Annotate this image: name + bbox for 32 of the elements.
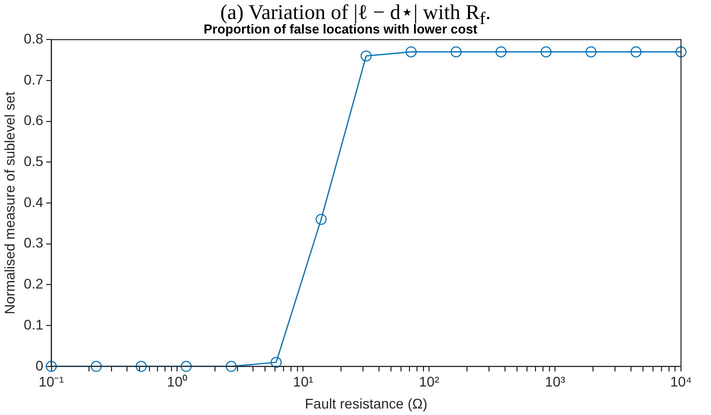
point bbox=[316, 214, 327, 225]
point bbox=[360, 50, 372, 62]
point bbox=[630, 46, 642, 58]
y-tick-label: 0.2 bbox=[24, 276, 44, 292]
point bbox=[450, 46, 462, 58]
x-tick-label: 10² bbox=[418, 374, 440, 390]
y-tick-label: 0.5 bbox=[24, 153, 44, 170]
y-tick-label: 0.1 bbox=[24, 316, 44, 332]
x-tick-label: 10³ bbox=[544, 374, 566, 390]
x-tick-label: 10¹ bbox=[293, 374, 314, 390]
point bbox=[676, 46, 686, 58]
point bbox=[406, 46, 417, 58]
y-tick-label: 0.4 bbox=[24, 194, 44, 210]
y-tick-label: 0 bbox=[35, 357, 44, 374]
point bbox=[180, 360, 192, 372]
point bbox=[226, 360, 237, 372]
point bbox=[46, 360, 57, 372]
x-tick-label: 10⁰ bbox=[166, 374, 188, 390]
y-tick-label: 0.6 bbox=[24, 112, 44, 128]
x-axis-title: Fault resistance (Ω) bbox=[304, 395, 428, 412]
y-tick-label: 0.3 bbox=[24, 234, 44, 251]
x-tick-label: 10⁴ bbox=[670, 374, 692, 390]
x-tick-label: 10⁻¹ bbox=[38, 374, 64, 390]
point bbox=[496, 46, 507, 58]
y-tick-label: 0.7 bbox=[24, 71, 44, 88]
point bbox=[90, 360, 102, 372]
point bbox=[586, 46, 597, 58]
point bbox=[270, 356, 282, 368]
y-axis-title: Normalised measure of sublevel set bbox=[1, 92, 18, 314]
point bbox=[540, 46, 552, 58]
y-tick-label: 0.8 bbox=[24, 30, 44, 46]
point bbox=[136, 360, 147, 372]
